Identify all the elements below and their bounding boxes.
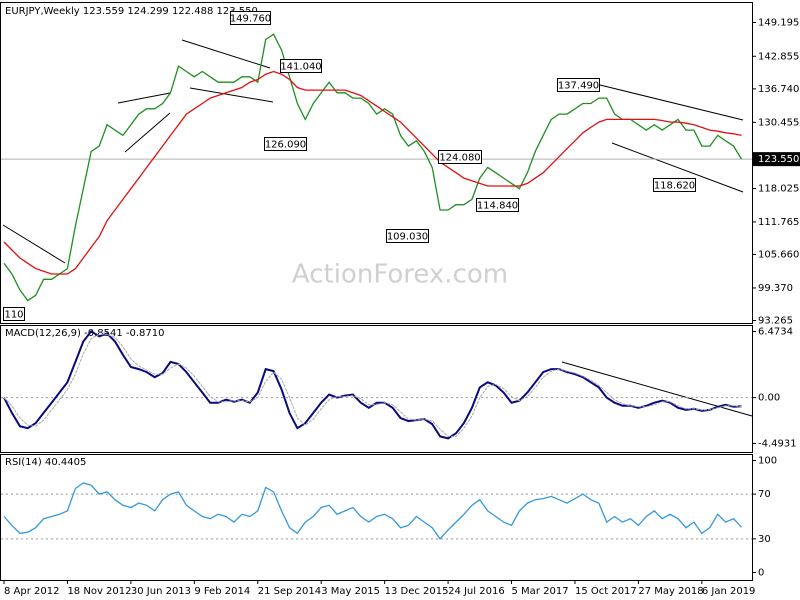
y-tick-label: 70	[758, 489, 771, 500]
annotation-label: 124.080	[439, 153, 480, 164]
last-price-box	[753, 152, 800, 167]
x-tick-label: 21 Sep 2014	[258, 586, 321, 597]
rsi-panel	[0, 454, 753, 581]
y-tick-label: -4.4931	[758, 438, 797, 449]
series-line	[3, 333, 742, 437]
trend-line	[124, 112, 171, 153]
rsi-title: RSI(14) 40.4405	[5, 457, 86, 468]
x-tick-label: 18 Nov 2012	[67, 586, 131, 597]
price-title: EURJPY,Weekly 123.559 124.299 122.488 12…	[5, 6, 258, 17]
trend-line	[599, 84, 744, 121]
trend-line	[181, 39, 271, 69]
x-tick-label: 27 May 2018	[638, 586, 703, 597]
annotation-box	[3, 307, 25, 321]
y-tick-label: 0	[758, 567, 764, 578]
series-line	[3, 482, 742, 540]
y-tick-label: 93.265	[758, 315, 793, 326]
y-tick-label: 0.00	[758, 393, 780, 404]
annotation-box	[557, 78, 600, 92]
annotation-box	[438, 150, 482, 164]
annotation-box	[653, 178, 696, 192]
y-tick-label: 30	[758, 534, 771, 545]
x-tick-label: 13 Dec 2015	[385, 586, 449, 597]
last-price-label: 123.550	[758, 154, 799, 165]
macd-panel	[0, 325, 753, 453]
y-tick-label: 149.195	[758, 18, 799, 29]
series-line	[3, 33, 743, 302]
annotation-box	[476, 198, 519, 212]
annotation-label: 137.490	[558, 81, 599, 92]
trend-line	[2, 224, 66, 264]
annotation-box	[280, 59, 322, 73]
y-tick-label: 136.740	[758, 84, 799, 95]
annotation-label: 114.840	[477, 201, 518, 212]
y-tick-label: 118.025	[758, 184, 799, 195]
x-tick-label: 3 May 2015	[321, 586, 380, 597]
x-tick-label: 6 Jan 2019	[702, 586, 756, 597]
x-tick-label: 30 Jun 2013	[131, 586, 191, 597]
x-tick-label: 15 Oct 2017	[575, 586, 637, 597]
x-tick-label: 24 Jul 2016	[448, 586, 505, 597]
y-tick-label: 105.660	[758, 249, 799, 260]
annotation-label: 149.760	[230, 14, 271, 25]
x-tick-label: 8 Apr 2012	[4, 586, 59, 597]
annotation-box	[386, 229, 429, 243]
annotation-label: 141.040	[280, 62, 321, 73]
annotation-box	[264, 137, 307, 151]
series-line	[3, 70, 742, 275]
watermark: ActionForex.com	[292, 260, 508, 290]
annotation-label: 126.090	[265, 140, 306, 151]
x-tick-label: 9 Feb 2014	[194, 586, 250, 597]
trend-line	[611, 142, 744, 193]
macd-title: MACD(12,26,9) -0.8541 -0.8710	[5, 328, 165, 339]
price-panel	[0, 2, 753, 324]
y-tick-label: 130.455	[758, 117, 799, 128]
annotation-label: 110	[4, 310, 23, 321]
y-tick-label: 6.4734	[758, 327, 793, 338]
y-tick-label: 142.855	[758, 51, 799, 62]
trend-line	[117, 92, 171, 104]
y-tick-label: 99.370	[758, 283, 793, 294]
y-tick-label: 100	[758, 456, 777, 467]
annotation-box	[230, 11, 271, 25]
annotation-label: 109.030	[387, 232, 428, 243]
annotation-label: 118.620	[654, 181, 695, 192]
x-tick-label: 5 Mar 2017	[512, 586, 569, 597]
y-tick-label: 111.765	[758, 217, 799, 228]
trend-line	[189, 87, 274, 103]
